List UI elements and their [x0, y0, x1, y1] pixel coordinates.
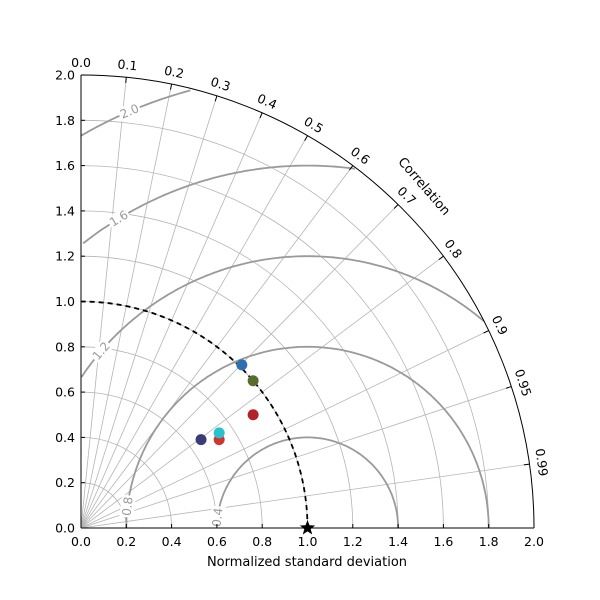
y-tick-label: 0.6	[55, 385, 75, 400]
y-tick-label: 0.0	[55, 521, 75, 536]
outer-arc	[80, 74, 535, 529]
x-tick-label: 1.2	[343, 534, 363, 549]
rms-contour	[80, 255, 485, 378]
rms-contour-label: 0.8	[120, 496, 136, 517]
y-tick-label: 0.8	[55, 339, 75, 354]
x-tick-label: 0.8	[252, 534, 272, 549]
correlation-tick	[505, 386, 512, 389]
rms-label-mask	[119, 494, 136, 519]
y-tick-label: 1.2	[55, 249, 75, 264]
correlation-tick	[349, 165, 354, 171]
y-tick-label: 1.4	[55, 203, 75, 218]
x-tick-label: 1.0	[298, 534, 318, 549]
y-tick-label: 1.8	[55, 113, 75, 128]
x-tick-label: 1.8	[479, 534, 499, 549]
std-grid-arc	[80, 482, 127, 529]
x-tick-label: 2.0	[524, 534, 544, 549]
data-point	[213, 427, 225, 439]
correlation-tick-label: 0.0	[71, 55, 91, 70]
std-grid-arc	[80, 119, 490, 529]
correlation-tick-label: 0.5	[301, 113, 326, 136]
std-grid-arc	[80, 255, 354, 529]
data-point	[247, 409, 259, 421]
data-point	[195, 434, 207, 446]
correlation-tick-label: 0.3	[209, 74, 232, 94]
x-tick-label: 0.6	[207, 534, 227, 549]
x-tick-label: 1.6	[433, 534, 453, 549]
correlation-tick-label: 0.1	[117, 56, 138, 73]
rms-contour	[216, 436, 399, 528]
correlation-tick	[259, 112, 263, 119]
correlation-grid-line	[80, 77, 127, 529]
x-tick-label: 1.4	[388, 534, 408, 549]
correlation-grid-line	[80, 386, 512, 529]
correlation-tick-label: 0.2	[163, 63, 185, 82]
correlation-grid-line	[80, 95, 218, 529]
correlation-tick-label: 0.99	[532, 447, 551, 477]
rms-contour-label: 2.0	[118, 101, 141, 121]
correlation-tick	[169, 84, 173, 90]
correlation-tick	[304, 135, 308, 141]
correlation-tick	[438, 255, 444, 260]
std-grid-arc	[80, 165, 444, 529]
y-tick-label: 0.2	[55, 475, 75, 490]
correlation-grid-line	[80, 463, 530, 529]
y-tick-label: 1.0	[55, 294, 75, 309]
correlation-tick-label: 0.95	[512, 367, 535, 398]
correlation-tick	[125, 77, 127, 83]
rms-label-mask	[88, 338, 114, 364]
x-tick-label: 0.2	[116, 534, 136, 549]
correlation-tick	[523, 463, 530, 466]
std-grid-arc	[80, 391, 218, 529]
std-grid-arc	[80, 210, 399, 529]
correlation-tick	[393, 204, 399, 209]
x-tick-label: 0.4	[162, 534, 182, 549]
correlation-tick	[214, 95, 218, 102]
correlation-tick	[483, 330, 489, 334]
y-tick-label: 2.0	[55, 68, 75, 83]
grid-layer	[80, 77, 530, 529]
correlation-tick-label: 0.9	[489, 313, 511, 337]
axes: 0.0 0.1 0.20.30.40.50.60.70.80.90.950.990.…	[55, 55, 551, 549]
data-points	[195, 359, 316, 535]
rms-contour-label: 1.6	[107, 208, 131, 230]
y-tick-label: 0.4	[55, 430, 75, 445]
x-tick-label: 0.0	[71, 534, 91, 549]
x-axis-label: Normalized standard deviation	[207, 555, 407, 570]
rms-contour	[125, 345, 490, 528]
rms-contour-label: 0.4	[209, 507, 225, 528]
rms-contour	[82, 164, 355, 245]
data-point	[247, 375, 259, 387]
rms-label-mask	[105, 206, 132, 231]
correlation-tick-label: 0.4	[255, 91, 279, 113]
data-point	[236, 359, 248, 371]
std-grid-arc	[80, 346, 263, 529]
rms-label-mask	[116, 100, 143, 123]
rms-label-mask	[209, 505, 226, 530]
reference-star-marker	[299, 520, 316, 535]
y-tick-label: 1.6	[55, 158, 75, 173]
